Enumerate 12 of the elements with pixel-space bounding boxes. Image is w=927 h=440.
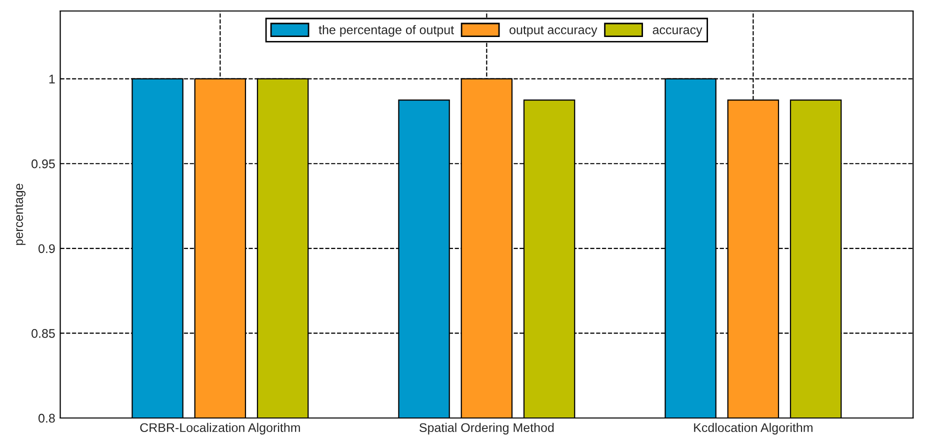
x-tick-label: Spatial Ordering Method (420, 422, 554, 435)
y-tick-label: 1 (49, 74, 55, 84)
y-tick-label: 0.9 (38, 244, 55, 254)
legend-label: the percentage of output (318, 25, 454, 37)
y-tick-label: 0.95 (32, 159, 55, 168)
y-tick-label: 0.85 (32, 329, 55, 338)
legend-label: output accuracy (510, 26, 598, 37)
legend-label: accuracy (652, 27, 702, 37)
y-tick-label: 0.8 (38, 414, 55, 423)
y-axis-title: percentage (14, 184, 26, 245)
x-tick-label: CRBR-Localization Algorithm (140, 422, 300, 435)
x-tick-label: Kcdlocation Algorithm (694, 422, 812, 435)
